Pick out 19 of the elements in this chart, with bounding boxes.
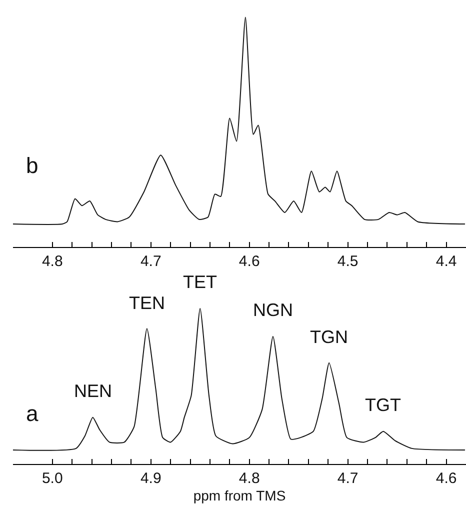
x-tick-label: 4.8: [42, 253, 63, 270]
x-tick-label: 5.0: [42, 470, 63, 488]
annotation: NEN: [74, 381, 112, 401]
x-tick-label: 4.5: [337, 253, 358, 270]
x-axis-title: ppm from TMS: [193, 487, 286, 504]
annotation: NGN: [253, 300, 293, 320]
x-tick-label: 4.7: [140, 253, 162, 270]
x-tick-label: 4.6: [238, 253, 260, 270]
x-tick-label: 4.9: [140, 470, 162, 488]
annotation: TEN: [129, 293, 165, 313]
annotation: TGN: [310, 327, 348, 347]
annotation: a: [26, 401, 39, 426]
annotation: b: [26, 153, 38, 178]
x-tick-label: 4.6: [436, 470, 457, 488]
annotation: TET: [183, 272, 217, 292]
x-tick-label: 4.4: [436, 253, 457, 270]
x-tick-label: 4.7: [337, 470, 358, 488]
annotation: TGT: [365, 395, 401, 415]
x-tick-label: 4.8: [238, 470, 260, 488]
